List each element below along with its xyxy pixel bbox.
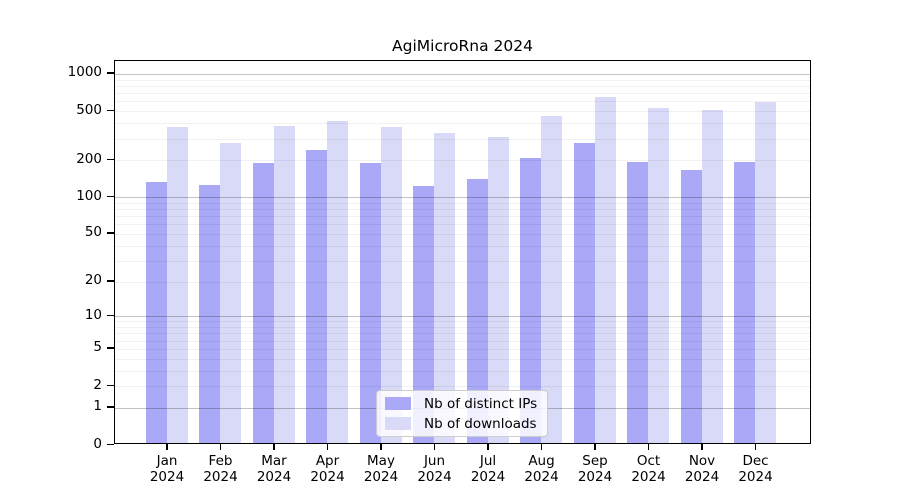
gridline-major [115,73,810,75]
legend-label-distinct-ips: Nb of distinct IPs [424,395,538,412]
x-tick [754,444,757,450]
y-tick [107,158,114,161]
bar-distinct-ips [252,163,274,443]
x-tick [594,444,596,450]
bar-distinct-ips [573,143,595,443]
x-tick [273,444,275,450]
bar-downloads [166,127,188,443]
x-tick [540,444,543,450]
bar-downloads [594,97,616,443]
y-tick-label: 50 [84,224,102,241]
y-tick-label: 100 [76,187,102,204]
plot-area: Nb of distinct IPs Nb of downloads [114,60,811,444]
y-tick [107,232,114,234]
y-tick-label: 1 [93,398,102,415]
y-tick-label: 20 [84,272,102,288]
bar-distinct-ips [520,158,541,443]
bar-distinct-ips [145,182,167,443]
x-tick [647,444,650,450]
bar-downloads [541,116,562,443]
y-tick [107,72,114,74]
bar-distinct-ips [734,162,755,443]
bar-downloads [434,133,455,443]
x-tick [166,444,168,450]
gridline-minor [115,93,810,95]
y-tick-label: 0 [93,435,102,452]
x-tick [380,444,382,450]
legend: Nb of distinct IPs Nb of downloads [376,390,549,437]
bar-downloads [327,120,348,443]
x-tick-label: Apr 2024 [310,453,345,485]
y-tick [107,406,114,408]
y-tick [107,384,114,386]
x-tick-label: Aug 2024 [524,453,559,485]
y-tick [107,443,114,445]
y-tick [107,109,114,112]
y-tick-label: 5 [93,339,102,356]
gridline-minor [115,101,810,103]
x-tick [433,444,436,450]
legend-swatch-distinct-ips [385,397,411,410]
bar-downloads [220,143,241,443]
bar-distinct-ips [413,185,434,443]
x-tick-label: May 2024 [363,453,399,485]
bar-distinct-ips [359,162,381,443]
bar-downloads [755,102,776,443]
y-tick [107,280,114,282]
legend-swatch-downloads [385,417,411,430]
gridline-minor [115,85,810,87]
x-tick-label: Jul 2024 [470,453,506,485]
x-tick-label: Dec 2024 [738,453,773,485]
x-tick-label: Oct 2024 [631,453,666,485]
x-tick [219,444,222,450]
bar-downloads [701,110,723,443]
y-tick-label: 10 [84,306,102,323]
y-tick-label: 500 [76,101,102,118]
bar-distinct-ips [680,170,702,443]
bar-distinct-ips [466,179,488,443]
bar-distinct-ips [627,162,648,443]
x-tick [701,444,703,450]
chart-title: AgiMicroRna 2024 [392,37,533,55]
legend-item-downloads: Nb of downloads [385,415,537,432]
x-tick-label: Jun 2024 [417,453,452,485]
legend-item-distinct-ips: Nb of distinct IPs [385,395,537,412]
y-tick [107,314,114,317]
y-tick-label: 2 [93,376,102,393]
x-tick-label: Nov 2024 [684,453,720,485]
bar-downloads [648,108,669,443]
x-tick [326,444,329,450]
x-tick-label: Mar 2024 [256,453,292,485]
y-tick-label: 1000 [67,64,102,81]
y-tick-label: 200 [76,150,102,167]
x-tick-label: Sep 2024 [577,453,613,485]
gridline-minor [115,79,810,81]
bar-downloads [380,126,402,443]
y-tick [107,195,114,198]
bar-distinct-ips [306,150,327,443]
bar-downloads [273,125,295,443]
bar-downloads [487,137,509,443]
x-tick-label: Jan 2024 [149,453,185,485]
y-tick [107,347,114,349]
bar-distinct-ips [199,184,220,443]
legend-label-downloads: Nb of downloads [424,415,537,432]
x-tick [487,444,489,450]
x-tick-label: Feb 2024 [203,453,238,485]
